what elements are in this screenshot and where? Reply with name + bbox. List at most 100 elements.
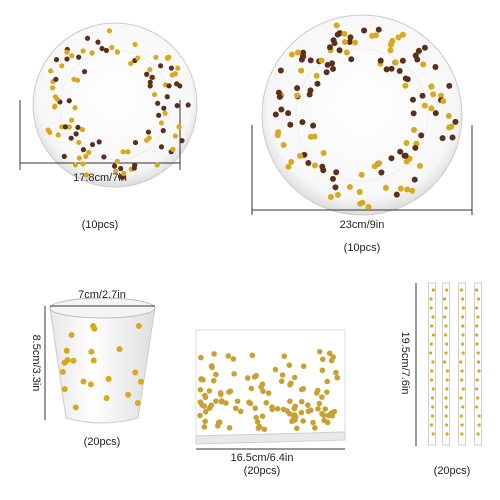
straw-dot	[475, 387, 479, 391]
dot	[116, 346, 123, 353]
dot	[330, 354, 337, 360]
dot	[347, 34, 354, 41]
dot	[365, 204, 372, 211]
straw-dot	[431, 333, 436, 337]
dot	[320, 167, 327, 174]
large-plate	[261, 14, 463, 216]
dot	[144, 71, 150, 77]
dot	[393, 191, 400, 198]
dot	[446, 82, 453, 89]
straw-dot	[444, 423, 449, 427]
dot	[179, 138, 185, 144]
straw-dot	[461, 387, 465, 391]
dot	[252, 405, 259, 412]
dot	[396, 68, 403, 75]
dot	[206, 405, 213, 411]
dot	[332, 184, 339, 191]
dot	[291, 417, 297, 423]
dot	[134, 399, 141, 406]
dot	[445, 112, 452, 119]
dot	[175, 65, 181, 71]
dot	[80, 161, 86, 167]
dot	[161, 105, 167, 111]
dot	[278, 106, 285, 113]
dot	[76, 54, 82, 60]
dot	[105, 375, 112, 382]
straw-dot	[476, 297, 481, 301]
dot	[418, 132, 425, 139]
dot	[125, 149, 131, 155]
dot	[402, 82, 409, 89]
dot	[64, 49, 70, 55]
dot	[52, 104, 58, 110]
dot	[63, 347, 70, 354]
dot	[146, 135, 152, 141]
dot	[168, 65, 174, 71]
dot	[45, 127, 51, 133]
straw-dot	[431, 432, 435, 436]
dot	[395, 34, 402, 41]
dot	[310, 419, 316, 426]
straw-dot	[429, 306, 433, 310]
straw-dot	[476, 360, 481, 364]
dot	[399, 31, 406, 38]
straw-dot	[475, 288, 479, 292]
dot	[48, 68, 54, 74]
dot	[147, 83, 153, 89]
dot	[274, 405, 281, 412]
dot	[324, 389, 330, 395]
dot	[61, 359, 68, 366]
dot	[336, 30, 343, 37]
dot	[53, 76, 59, 82]
dot	[316, 400, 323, 407]
dot	[118, 165, 124, 172]
straw-dot	[431, 288, 435, 292]
dot	[154, 162, 160, 168]
dot	[263, 399, 270, 406]
napkin-stack	[195, 431, 346, 445]
dot	[197, 399, 204, 405]
dot	[389, 37, 396, 44]
straw-dot	[460, 369, 464, 373]
straw-dot	[442, 360, 447, 364]
dot	[274, 132, 281, 139]
dot	[314, 387, 321, 394]
dot	[73, 131, 79, 137]
straw	[458, 282, 466, 446]
size-label: 7cm/2.7in	[78, 289, 126, 301]
dot	[343, 49, 350, 56]
straw-dot	[459, 414, 464, 418]
dot	[153, 54, 159, 60]
count-label: (20pcs)	[434, 465, 471, 477]
dot	[324, 419, 331, 426]
dot	[397, 185, 404, 192]
dot	[86, 149, 92, 155]
straw-dot	[476, 315, 480, 319]
dot	[376, 160, 383, 167]
dot	[50, 85, 56, 91]
dot	[52, 94, 58, 100]
dot	[59, 124, 65, 130]
dot	[132, 139, 139, 146]
dot	[346, 184, 353, 191]
straw-dot	[461, 306, 465, 310]
dot	[135, 322, 142, 329]
dot	[404, 76, 411, 83]
count-label: (20pcs)	[244, 465, 281, 477]
dot	[279, 372, 286, 378]
dot	[114, 49, 120, 55]
dot	[452, 118, 459, 125]
dot	[278, 378, 285, 385]
dot	[377, 57, 384, 64]
dot	[132, 41, 138, 48]
dot	[419, 92, 426, 99]
dot	[403, 139, 410, 146]
dot	[246, 399, 252, 406]
dot	[294, 85, 301, 92]
straws	[428, 282, 482, 446]
straw-dot	[476, 351, 480, 355]
dot	[62, 124, 68, 130]
dot	[352, 39, 359, 46]
dot	[174, 103, 180, 109]
